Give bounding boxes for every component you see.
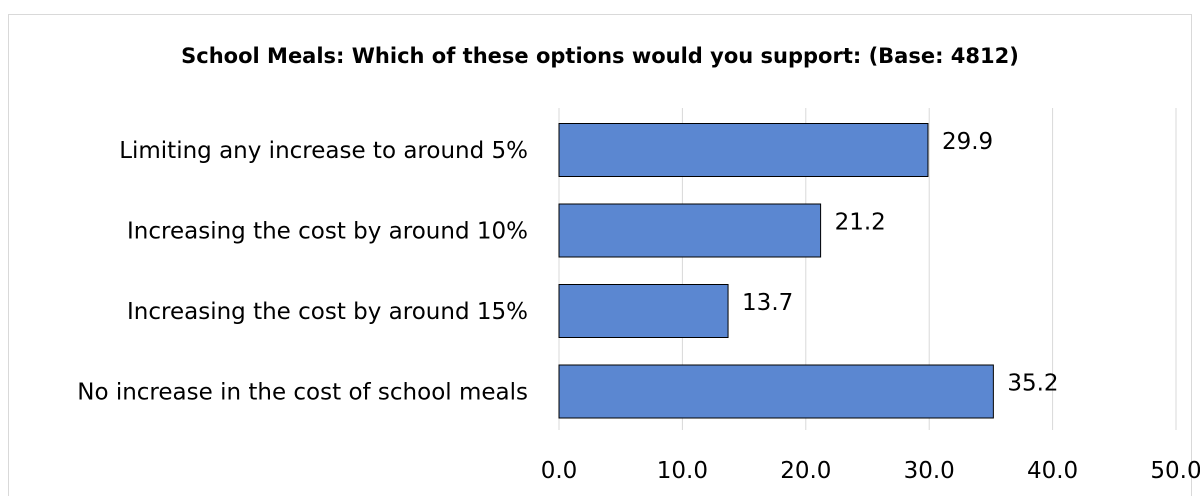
x-axis-tick-labels: 0.0 10.0 20.0 30.0 40.0 50.0 bbox=[541, 458, 1200, 484]
value-labels: 29.9 21.2 13.7 35.2 bbox=[742, 129, 1059, 397]
x-tick-label: 40.0 bbox=[1027, 458, 1078, 484]
bars bbox=[558, 123, 994, 419]
bar bbox=[558, 364, 994, 419]
category-label: Increasing the cost by around 15% bbox=[127, 299, 528, 325]
category-labels: Limiting any increase to around 5% Increa… bbox=[77, 138, 528, 406]
chart-frame bbox=[8, 14, 1192, 496]
x-tick-label: 30.0 bbox=[904, 458, 955, 484]
data-label: 29.9 bbox=[942, 129, 993, 155]
data-label: 21.2 bbox=[835, 210, 886, 236]
x-tick-label: 50.0 bbox=[1150, 458, 1200, 484]
data-label: 13.7 bbox=[742, 290, 793, 316]
category-label: Increasing the cost by around 10% bbox=[127, 219, 528, 245]
x-tick-label: 10.0 bbox=[657, 458, 708, 484]
data-label: 35.2 bbox=[1007, 371, 1058, 397]
bar bbox=[558, 123, 929, 177]
category-label: No increase in the cost of school meals bbox=[77, 380, 528, 406]
chart-title: School Meals: Which of these options wou… bbox=[181, 44, 1019, 68]
x-tick-label: 20.0 bbox=[780, 458, 831, 484]
x-tick-label: 0.0 bbox=[541, 458, 578, 484]
category-label: Limiting any increase to around 5% bbox=[119, 138, 528, 164]
bar bbox=[558, 203, 822, 258]
bar bbox=[558, 284, 729, 338]
